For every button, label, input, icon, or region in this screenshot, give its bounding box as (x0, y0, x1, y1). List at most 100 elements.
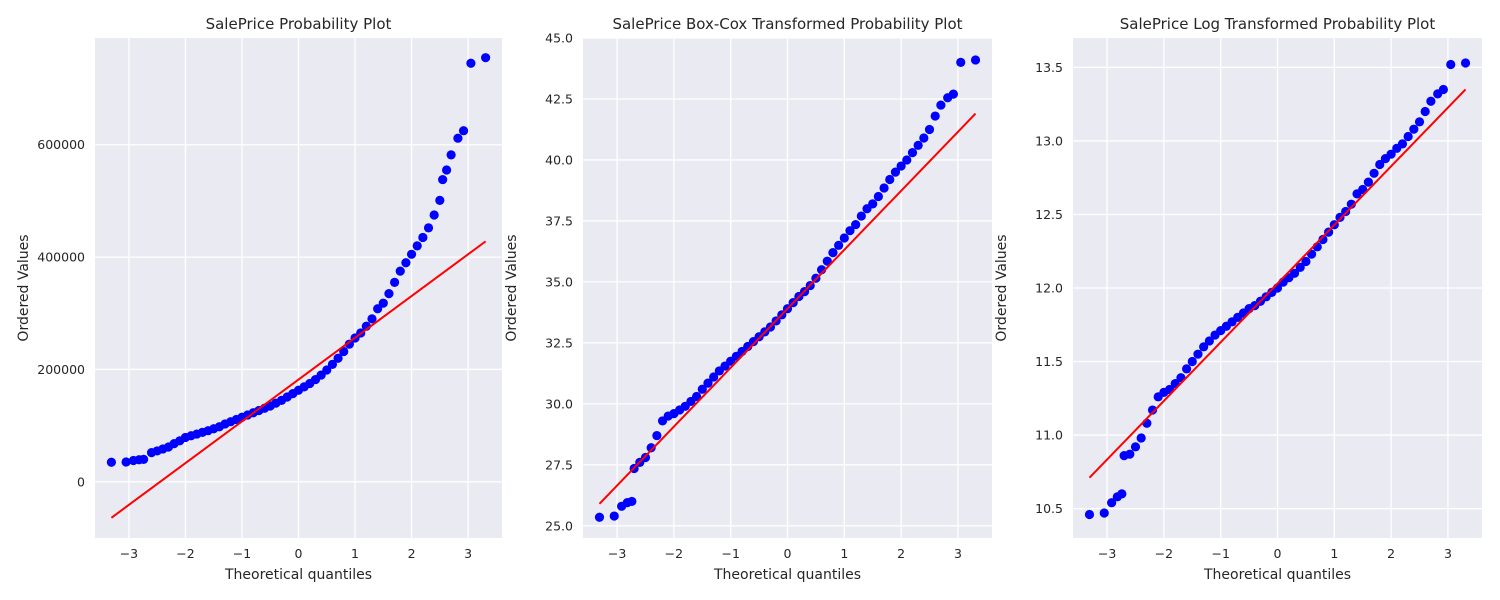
y-tick-label: 13.0 (1035, 133, 1063, 148)
data-point (948, 89, 958, 99)
data-point (1142, 418, 1152, 428)
x-tick-label: −1 (233, 546, 251, 561)
y-axis-label: Ordered Values (16, 234, 32, 341)
x-tick-label: −3 (1098, 546, 1116, 561)
data-point (1136, 433, 1146, 443)
data-point (418, 232, 428, 243)
x-tick-label: 3 (1444, 546, 1452, 561)
y-tick-label: 0 (77, 474, 85, 489)
data-point (395, 266, 405, 276)
data-point (384, 289, 394, 299)
data-point (1130, 442, 1141, 452)
data-point (339, 346, 349, 357)
fit-line (110, 240, 487, 519)
data-point (1335, 212, 1345, 223)
x-tick-label: 3 (464, 546, 472, 561)
x-tick-label: 2 (897, 546, 905, 561)
y-tick-label: 42.5 (545, 91, 573, 106)
data-point (442, 165, 452, 175)
data-point (458, 126, 469, 136)
data-point (828, 248, 838, 258)
data-point (344, 339, 354, 349)
data-point (435, 195, 445, 205)
data-point (839, 233, 849, 243)
data-point (1289, 268, 1300, 278)
data-point (401, 258, 411, 268)
y-tick-label: 32.5 (545, 335, 573, 350)
data-point (378, 298, 388, 308)
data-point (1369, 168, 1379, 178)
data-point (856, 211, 866, 221)
x-tick-label: 2 (1387, 546, 1395, 561)
data-point (1193, 349, 1203, 359)
data-point (936, 100, 946, 110)
data-point (121, 457, 131, 467)
data-point (1414, 117, 1425, 127)
data-point (1363, 177, 1373, 187)
y-tick-label: 12.5 (1035, 207, 1063, 222)
data-point (1446, 59, 1456, 70)
x-tick-label: 0 (295, 546, 303, 561)
data-point (913, 140, 923, 150)
y-tick-label: 600000 (37, 137, 85, 152)
data-point (1295, 262, 1305, 273)
data-point (692, 391, 702, 402)
data-point (885, 174, 895, 185)
data-point (423, 223, 434, 233)
x-tick-label: −2 (176, 546, 194, 561)
data-point (907, 148, 918, 158)
data-point (1117, 489, 1127, 499)
data-point (1099, 508, 1109, 518)
data-point (1426, 96, 1436, 106)
data-point (896, 161, 906, 171)
data-point (709, 372, 719, 382)
data-point (924, 124, 935, 135)
data-point (139, 454, 149, 464)
data-point (1358, 184, 1368, 195)
data-point (697, 384, 707, 394)
data-point (1107, 498, 1117, 508)
data-point (1409, 124, 1419, 134)
x-tick-label: 0 (1274, 546, 1282, 561)
data-point (1318, 234, 1328, 245)
x-tick-label: −2 (665, 546, 683, 561)
data-point (1346, 199, 1356, 209)
x-axis-label: Theoretical quantiles (224, 567, 372, 583)
y-tick-label: 13.5 (1035, 60, 1063, 75)
x-axis-label: Theoretical quantiles (1203, 567, 1351, 583)
chart-title: SalePrice Box-Cox Transformed Probabilit… (612, 15, 962, 33)
chart-panel-3: −3 −2 −1 0 1 2 3 10.5 11.0 11.5 12.0 12.5 13.0 13.5 Sa… (994, 15, 1482, 583)
data-point (1460, 58, 1471, 68)
y-tick-label: 27.5 (545, 457, 573, 472)
y-tick-label: 45.0 (545, 31, 573, 46)
x-axis-label: Theoretical quantiles (713, 567, 861, 583)
chart-title: SalePrice Log Transformed Probability Pl… (1120, 15, 1436, 33)
x-tick-label: 0 (784, 546, 792, 561)
data-point (703, 378, 713, 388)
x-tick-label: 3 (954, 546, 962, 561)
x-tick-label: −1 (1211, 546, 1229, 561)
data-point (406, 249, 417, 259)
data-point (1438, 84, 1448, 95)
y-axis-label: Ordered Values (504, 234, 520, 341)
data-point (879, 183, 889, 193)
x-tick-label: −3 (608, 546, 626, 561)
data-point (822, 256, 832, 266)
data-point (412, 241, 422, 251)
y-tick-label: 40.0 (545, 152, 573, 167)
y-axis-label: Ordered Values (994, 234, 1010, 341)
data-point (930, 111, 940, 121)
data-point (1187, 356, 1197, 367)
y-tick-label: 12.0 (1035, 281, 1063, 296)
data-point (1375, 159, 1385, 170)
y-tick-label: 30.0 (545, 396, 573, 411)
x-tick-label: −3 (120, 546, 138, 561)
data-point (609, 511, 619, 521)
data-point (1420, 106, 1430, 117)
data-point (322, 365, 332, 375)
data-point (594, 512, 605, 522)
x-tick-label: −2 (1155, 546, 1173, 561)
x-tick-label: 1 (840, 546, 848, 561)
y-tick-label: 200000 (37, 362, 85, 377)
